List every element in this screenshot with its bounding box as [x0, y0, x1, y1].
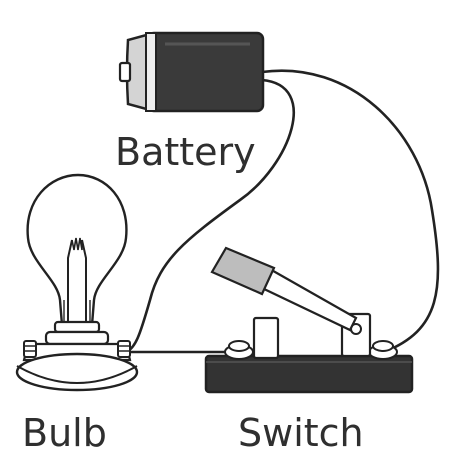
wire-battery-to-bulb	[123, 78, 296, 354]
bulb-label: Bulb	[22, 411, 107, 455]
battery-label: Battery	[115, 130, 256, 174]
bulb	[15, 173, 139, 392]
knife-switch	[204, 246, 414, 394]
battery	[118, 31, 265, 113]
wire-battery-to-switch	[260, 69, 440, 354]
switch-label: Switch	[238, 411, 364, 455]
